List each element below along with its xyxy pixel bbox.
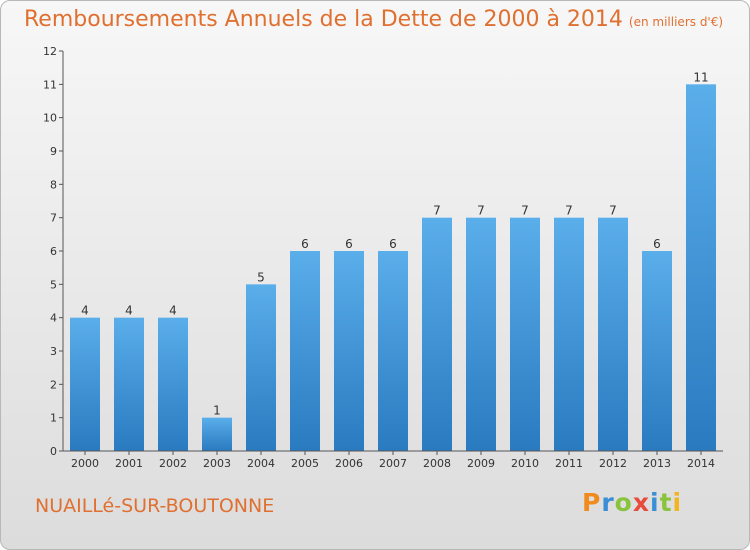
bar — [422, 217, 452, 451]
bar — [642, 251, 672, 451]
x-tick-label: 2012 — [599, 457, 627, 470]
bar — [598, 217, 628, 451]
data-label: 7 — [565, 204, 573, 218]
x-axis: 2000 2001 2002 2003 2004 2005 2006 2007 2008 2009… — [63, 450, 723, 470]
bar — [70, 317, 100, 451]
data-label: 1 — [213, 404, 221, 418]
y-tick-label: 1 — [50, 412, 57, 425]
commune-name: NUAILLé-SUR-BOUTONNE — [35, 495, 275, 517]
bar — [510, 217, 540, 451]
bar — [246, 284, 276, 451]
chart-title: Remboursements Annuels de la Dette de 20… — [24, 7, 723, 32]
x-tick-label: 2013 — [643, 457, 671, 470]
x-tick-label: 2002 — [159, 457, 187, 470]
y-tick-label: 4 — [50, 312, 57, 325]
chart-subtitle: (en milliers d'€) — [628, 15, 724, 29]
bar — [686, 84, 716, 451]
bar — [554, 217, 584, 451]
y-tick-label: 10 — [43, 112, 57, 125]
y-tick-label: 7 — [50, 212, 57, 225]
bar — [114, 317, 144, 451]
data-label: 7 — [433, 204, 441, 218]
y-tick-label: 2 — [50, 378, 57, 391]
data-label: 7 — [521, 204, 529, 218]
x-tick-label: 2006 — [335, 457, 363, 470]
x-tick-label: 2000 — [71, 457, 99, 470]
x-tick-label: 2007 — [379, 457, 407, 470]
x-tick-label: 2003 — [203, 457, 231, 470]
x-tick-label: 2004 — [247, 457, 275, 470]
data-label: 4 — [169, 304, 177, 318]
data-label: 11 — [693, 70, 708, 84]
data-label: 6 — [345, 237, 353, 251]
y-tick-label: 6 — [50, 245, 57, 258]
data-label: 6 — [301, 237, 309, 251]
y-tick-label: 5 — [50, 278, 57, 291]
x-tick-label: 2010 — [511, 457, 539, 470]
data-label: 5 — [257, 270, 265, 284]
x-tick-label: 2008 — [423, 457, 451, 470]
x-tick-label: 2011 — [555, 457, 583, 470]
bar — [334, 251, 364, 451]
x-tick-label: 2009 — [467, 457, 495, 470]
bar — [466, 217, 496, 451]
x-tick-label: 2001 — [115, 457, 143, 470]
data-label: 6 — [389, 237, 397, 251]
bar — [378, 251, 408, 451]
data-label: 7 — [609, 204, 617, 218]
x-tick-label: 2005 — [291, 457, 319, 470]
data-label: 4 — [81, 304, 89, 318]
y-tick-label: 9 — [50, 145, 57, 158]
y-tick-label: 12 — [43, 45, 57, 58]
bar — [202, 417, 232, 451]
y-tick-label: 11 — [43, 78, 57, 91]
y-tick-label: 3 — [50, 345, 57, 358]
y-tick-label: 0 — [50, 445, 57, 458]
chart-title-text: Remboursements Annuels de la Dette de 20… — [24, 7, 623, 32]
data-label: 4 — [125, 304, 133, 318]
proxiti-logo: Proxiti — [582, 488, 683, 517]
data-label: 7 — [477, 204, 485, 218]
data-label: 6 — [653, 237, 661, 251]
bar — [158, 317, 188, 451]
y-tick-label: 8 — [50, 178, 57, 191]
bars — [70, 84, 716, 451]
bar — [290, 251, 320, 451]
data-labels: 4 4 4 1 5 6 6 6 7 7 7 7 7 6 11 — [81, 70, 708, 417]
x-tick-label: 2014 — [687, 457, 715, 470]
